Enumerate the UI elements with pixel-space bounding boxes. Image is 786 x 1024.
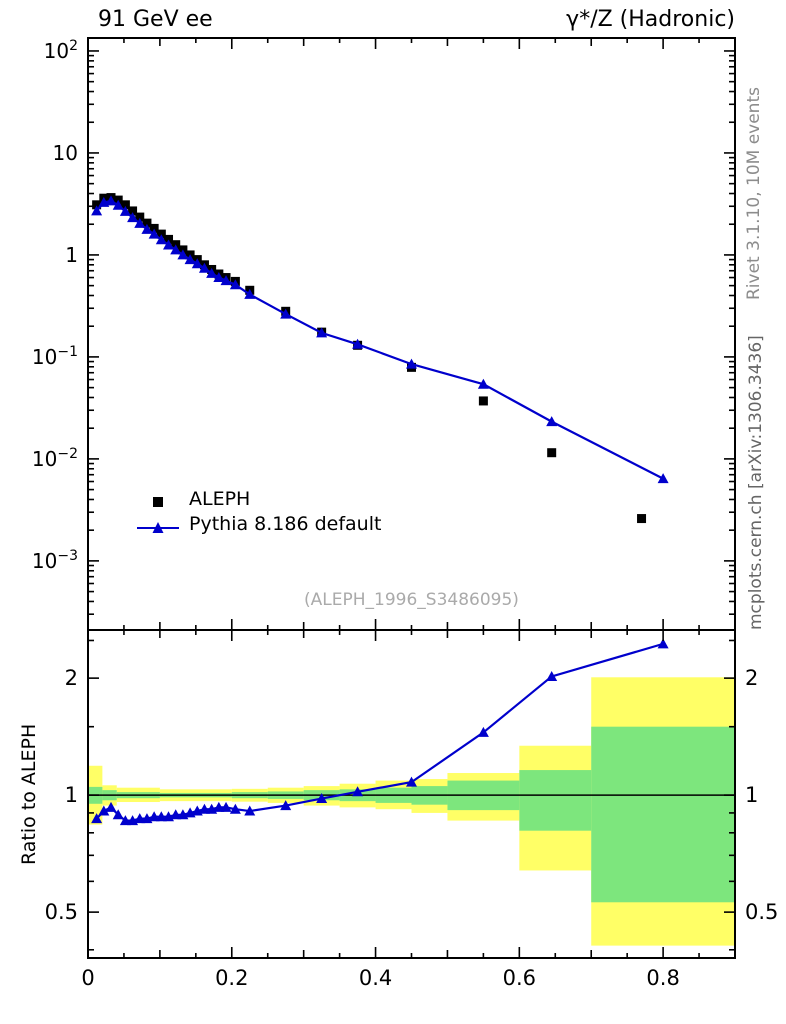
pythia-8-186-default-marker bbox=[170, 244, 182, 255]
pythia-8-186-default-marker bbox=[198, 262, 210, 273]
pythia-8-186-default-aleph-marker bbox=[213, 801, 225, 812]
process-title: γ*/Z (Hadronic) bbox=[566, 7, 735, 32]
pythia-8-186-default-marker bbox=[148, 228, 160, 239]
pythia-8-186-default-marker bbox=[91, 205, 103, 216]
pythia-8-186-default-aleph-marker bbox=[134, 813, 146, 824]
legend: ALEPH Pythia 8.186 default bbox=[136, 486, 381, 536]
ratio-y-tick-label: 0.5 bbox=[45, 900, 78, 924]
mcplots-reference-label: mcplots.cern.ch [arXiv:1306.3436] bbox=[746, 335, 766, 630]
pythia-8-186-default-marker bbox=[244, 288, 256, 299]
pythia-8-186-default-aleph-marker bbox=[352, 786, 364, 797]
main-y-tick-label: 10−2 bbox=[32, 446, 78, 471]
pythia-8-186-default-marker bbox=[546, 416, 558, 427]
pythia-8-186-default-aleph-marker bbox=[220, 801, 232, 812]
pythia-8-186-default-aleph-marker bbox=[546, 670, 558, 681]
x-tick-label: 0 bbox=[81, 966, 94, 990]
pythia-8-186-default-marker bbox=[657, 473, 669, 484]
pythia-8-186-default-marker bbox=[352, 338, 364, 349]
pythia-8-186-default-marker bbox=[477, 378, 489, 389]
pythia-8-186-default-aleph-marker bbox=[91, 813, 103, 824]
main-y-tick-label: 102 bbox=[44, 38, 78, 63]
pythia-8-186-default-aleph-marker bbox=[148, 811, 160, 822]
aleph-marker bbox=[142, 218, 152, 228]
ratio-y-tick-label-right: 2 bbox=[745, 666, 758, 690]
ratio-y-tick-label: 2 bbox=[65, 666, 78, 690]
pythia-8-186-default-marker bbox=[141, 223, 153, 234]
pythia-8-186-default-marker bbox=[127, 212, 139, 223]
aleph-marker bbox=[164, 234, 174, 244]
pythia-8-186-default-marker bbox=[163, 239, 175, 250]
main-y-tick-label: 10−3 bbox=[32, 548, 78, 573]
pythia-8-186-default-marker bbox=[406, 358, 417, 369]
legend-label-pythia: Pythia 8.186 default bbox=[189, 512, 382, 535]
analysis-id-watermark: (ALEPH_1996_S3486095) bbox=[304, 590, 519, 610]
aleph-marker bbox=[92, 200, 102, 210]
aleph-marker bbox=[547, 448, 557, 458]
pythia-8-186-default-marker bbox=[112, 199, 124, 210]
pythia-8-186-default-marker bbox=[280, 308, 292, 319]
ratio-y-tick-label: 1 bbox=[65, 783, 78, 807]
aleph-marker bbox=[128, 206, 138, 216]
main-y-tick-label: 10 bbox=[53, 141, 78, 165]
pythia-8-186-default-aleph-marker bbox=[119, 815, 131, 826]
pythia-8-186-default-marker bbox=[191, 258, 203, 269]
pythia-8-186-default-aleph-marker bbox=[406, 776, 417, 787]
pythia-8-186-default-aleph-marker bbox=[229, 803, 241, 814]
pythia-8-186-default-aleph-marker bbox=[244, 805, 256, 816]
pythia-8-186-default-marker bbox=[105, 195, 117, 206]
pythia-8-186-default-aleph-marker bbox=[316, 793, 328, 804]
x-tick-label: 0.8 bbox=[646, 966, 679, 990]
aleph-marker bbox=[149, 223, 159, 233]
aleph-marker bbox=[478, 396, 488, 406]
beam-energy-title: 91 GeV ee bbox=[98, 7, 213, 32]
black-square-marker-icon bbox=[136, 492, 180, 507]
pythia-8-186-default-marker bbox=[155, 234, 167, 245]
stat-uncertainty-band bbox=[519, 770, 592, 831]
ratio-y-tick-label-right: 1 bbox=[745, 783, 758, 807]
x-tick-label: 0.6 bbox=[503, 966, 536, 990]
x-tick-label: 0.2 bbox=[215, 966, 248, 990]
pythia-8-186-default-aleph-marker bbox=[112, 809, 124, 820]
pythia-8-186-default-marker bbox=[119, 205, 131, 216]
ratio-y-tick-label-right: 0.5 bbox=[745, 900, 778, 924]
pythia-8-186-default-marker bbox=[184, 254, 196, 265]
main-y-tick-label: 1 bbox=[65, 243, 78, 267]
pythia-8-186-default-aleph-marker bbox=[98, 805, 110, 816]
legend-item-aleph: ALEPH bbox=[136, 486, 381, 511]
aleph-marker bbox=[120, 200, 130, 210]
pythia-8-186-default-marker bbox=[177, 249, 189, 260]
blue-triangle-line-marker-icon bbox=[136, 517, 180, 533]
pythia-8-186-default-marker bbox=[206, 267, 218, 278]
pythia-8-186-default-aleph-marker bbox=[155, 811, 167, 822]
pythia-8-186-default-marker bbox=[220, 275, 232, 286]
pythia-8-186-default-aleph-marker bbox=[657, 638, 669, 649]
pythia-8-186-default-aleph-marker bbox=[198, 803, 210, 814]
pythia-8-186-default-aleph-marker bbox=[105, 801, 117, 812]
pythia-8-186-default-aleph-marker bbox=[280, 800, 292, 811]
pythia-8-186-default-marker bbox=[316, 327, 328, 338]
aleph-marker bbox=[637, 514, 647, 524]
aleph-marker bbox=[135, 212, 145, 222]
x-tick-label: 0.4 bbox=[359, 966, 392, 990]
ratio-axis-label: Ratio to ALEPH bbox=[18, 723, 40, 865]
rivet-version-label: Rivet 3.1.10, 10M events bbox=[744, 87, 764, 300]
pythia-8-186-default-marker bbox=[213, 272, 225, 283]
pythia-8-186-default-marker bbox=[229, 279, 241, 290]
pythia-8-186-default-aleph-line bbox=[95, 642, 664, 822]
pythia-8-186-default-line bbox=[95, 199, 664, 480]
aleph-marker bbox=[156, 229, 166, 239]
legend-item-pythia: Pythia 8.186 default bbox=[136, 511, 381, 536]
main-panel-frame bbox=[87, 37, 736, 631]
pythia-8-186-default-marker bbox=[134, 217, 146, 228]
legend-label-aleph: ALEPH bbox=[189, 487, 251, 510]
pythia-8-186-default-aleph-marker bbox=[170, 809, 182, 820]
main-y-tick-label: 10−1 bbox=[32, 344, 78, 369]
pythia-8-186-default-aleph-marker bbox=[477, 726, 489, 737]
stat-uncertainty-band bbox=[591, 726, 735, 903]
